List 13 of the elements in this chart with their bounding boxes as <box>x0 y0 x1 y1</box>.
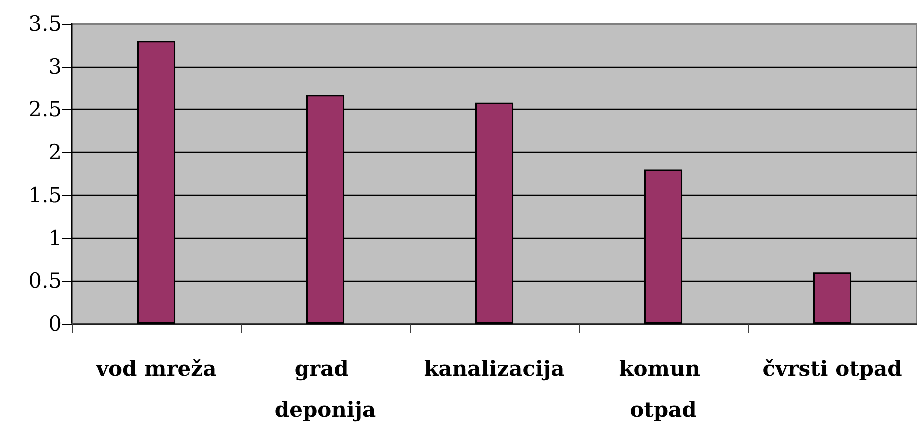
x-tick-label: vod mreža <box>95 356 218 381</box>
y-tick-label: 1 <box>48 226 62 250</box>
y-tick-label: 3.5 <box>28 12 62 36</box>
y-tick-label: 2.5 <box>28 98 62 122</box>
y-tick-label: 0.5 <box>28 269 62 294</box>
y-tick-label: 0 <box>48 312 62 336</box>
x-tick-label: kanalizacija <box>424 356 566 381</box>
x-tick-label: čvrsti otpad <box>762 356 903 381</box>
x-tick-label: grad deponija <box>274 356 376 422</box>
y-tick-label: 3 <box>48 54 62 79</box>
x-tick-label: komun otpad <box>619 356 708 422</box>
y-tick-label: 1.5 <box>28 183 62 208</box>
y-tick-label: 2 <box>48 140 62 165</box>
